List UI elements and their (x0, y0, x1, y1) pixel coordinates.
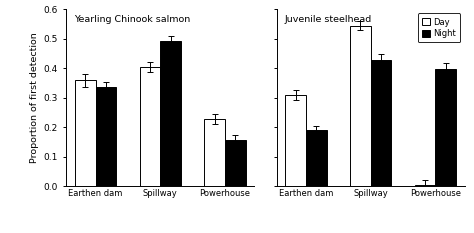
Bar (435, 69, 456, 186)
Bar (139, 67, 160, 186)
Bar (285, 95, 306, 186)
Bar (75, 80, 96, 186)
Text: Juvenile steelhead: Juvenile steelhead (284, 15, 372, 24)
Bar (204, 119, 225, 186)
Bar (371, 60, 392, 186)
Bar (96, 87, 116, 186)
Y-axis label: Proportion of first detection: Proportion of first detection (30, 32, 39, 163)
Bar (225, 140, 246, 186)
Bar (306, 130, 327, 186)
Legend: Day, Night: Day, Night (418, 14, 460, 42)
Bar (160, 41, 181, 186)
Bar (350, 26, 371, 186)
Text: Yearling Chinook salmon: Yearling Chinook salmon (74, 15, 190, 24)
Bar (415, 185, 435, 186)
